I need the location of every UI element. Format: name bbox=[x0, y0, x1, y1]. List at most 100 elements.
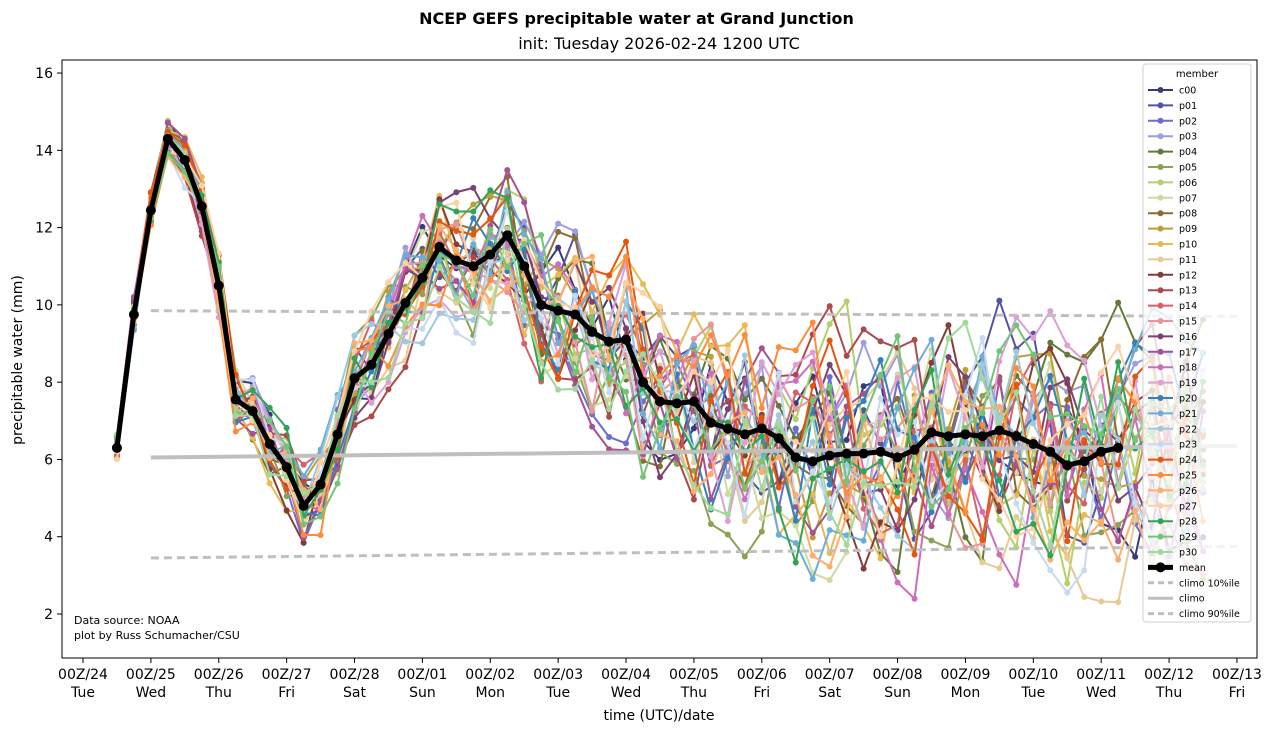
member-point bbox=[538, 360, 545, 367]
member-point bbox=[860, 468, 867, 475]
member-point bbox=[181, 184, 188, 191]
member-point bbox=[809, 491, 816, 498]
member-point bbox=[300, 490, 307, 497]
legend-entry-p30: p30 bbox=[1148, 548, 1197, 559]
member-point bbox=[1081, 429, 1088, 436]
member-point bbox=[113, 456, 120, 463]
y-axis: 2 4 6 8 10 12 14 16 bbox=[35, 66, 62, 623]
mean-point bbox=[875, 446, 886, 457]
mean-point bbox=[926, 427, 937, 438]
mean-point bbox=[756, 423, 767, 434]
member-point bbox=[843, 541, 850, 548]
member-point bbox=[707, 332, 714, 339]
member-point bbox=[1030, 420, 1037, 427]
member-point bbox=[623, 388, 630, 395]
member-point bbox=[962, 466, 969, 473]
member-point bbox=[656, 474, 663, 481]
member-point bbox=[249, 395, 256, 402]
mean-point bbox=[162, 133, 173, 144]
member-point bbox=[690, 363, 697, 370]
member-point bbox=[487, 285, 494, 292]
member-point bbox=[453, 299, 460, 306]
member-point bbox=[792, 539, 799, 546]
x-tick-label: 00Z/26 bbox=[194, 667, 244, 683]
member-point bbox=[775, 370, 782, 377]
member-point bbox=[1098, 529, 1105, 536]
legend-label: p26 bbox=[1179, 486, 1197, 497]
member-point bbox=[911, 551, 918, 558]
member-point bbox=[572, 228, 579, 235]
member-point bbox=[911, 336, 918, 343]
member-point bbox=[487, 240, 494, 247]
mean-point bbox=[1096, 446, 1107, 457]
member-point bbox=[589, 344, 596, 351]
member-point bbox=[1081, 492, 1088, 499]
member-point bbox=[538, 343, 545, 350]
member-point bbox=[1064, 519, 1071, 526]
member-point bbox=[962, 374, 969, 381]
member-point bbox=[928, 359, 935, 366]
member-point bbox=[945, 353, 952, 360]
member-point bbox=[1064, 555, 1071, 562]
member-point bbox=[724, 455, 731, 462]
annotation-source: Data source: NOAA bbox=[74, 614, 180, 627]
member-point bbox=[640, 281, 647, 288]
member-point bbox=[623, 279, 630, 286]
member-series-p27 bbox=[113, 148, 1207, 540]
y-tick-label: 12 bbox=[35, 221, 53, 237]
mean-point bbox=[332, 429, 343, 440]
member-point bbox=[741, 496, 748, 503]
legend-label: p30 bbox=[1179, 548, 1197, 559]
member-point bbox=[1132, 553, 1139, 560]
member-point bbox=[1047, 436, 1054, 443]
member-point bbox=[1081, 593, 1088, 600]
member-point bbox=[843, 352, 850, 359]
member-point bbox=[470, 317, 477, 324]
member-point bbox=[809, 529, 816, 536]
member-point bbox=[487, 319, 494, 326]
mean-point bbox=[824, 450, 835, 461]
member-point bbox=[572, 355, 579, 362]
member-point bbox=[792, 559, 799, 566]
member-point bbox=[758, 404, 765, 411]
member-point bbox=[555, 340, 562, 347]
member-point bbox=[402, 320, 409, 327]
member-point bbox=[775, 454, 782, 461]
member-point bbox=[1047, 477, 1054, 484]
member-point bbox=[1098, 518, 1105, 525]
member-point bbox=[707, 505, 714, 512]
y-tick-label: 16 bbox=[35, 66, 53, 82]
mean-point bbox=[977, 431, 988, 442]
climo-line-p10 bbox=[150, 544, 1237, 560]
member-point bbox=[300, 539, 307, 546]
legend-entry-p03: p03 bbox=[1148, 132, 1197, 143]
member-point bbox=[640, 346, 647, 353]
member-point bbox=[1047, 339, 1054, 346]
member-point bbox=[962, 456, 969, 463]
legend-entry-p22: p22 bbox=[1148, 424, 1197, 435]
member-point bbox=[809, 319, 816, 326]
member-point bbox=[656, 365, 663, 372]
member-point bbox=[1013, 365, 1020, 372]
member-point bbox=[385, 386, 392, 393]
x-tick-day-label: Fri bbox=[753, 685, 770, 701]
member-point bbox=[623, 238, 630, 245]
member-point bbox=[877, 338, 884, 345]
x-axis: 00Z/24 Tue 00Z/25 Wed 00Z/26 Thu 00Z/27 Fri 00Z/… bbox=[58, 658, 1262, 701]
member-point bbox=[606, 319, 613, 326]
member-point bbox=[1115, 556, 1122, 563]
mean-point bbox=[111, 442, 122, 453]
mean-point bbox=[1062, 460, 1073, 471]
member-point bbox=[521, 303, 528, 310]
member-point bbox=[843, 368, 850, 375]
member-point bbox=[945, 335, 952, 342]
legend-entry-p13: p13 bbox=[1148, 286, 1197, 297]
member-point bbox=[351, 348, 358, 355]
member-point bbox=[300, 477, 307, 484]
member-point bbox=[317, 532, 324, 539]
member-point bbox=[521, 317, 528, 324]
member-point bbox=[521, 240, 528, 247]
member-point bbox=[385, 363, 392, 370]
legend-entry-p18: p18 bbox=[1148, 363, 1197, 374]
legend-entry-climo-10-ile: climo 10%ile bbox=[1148, 578, 1240, 589]
